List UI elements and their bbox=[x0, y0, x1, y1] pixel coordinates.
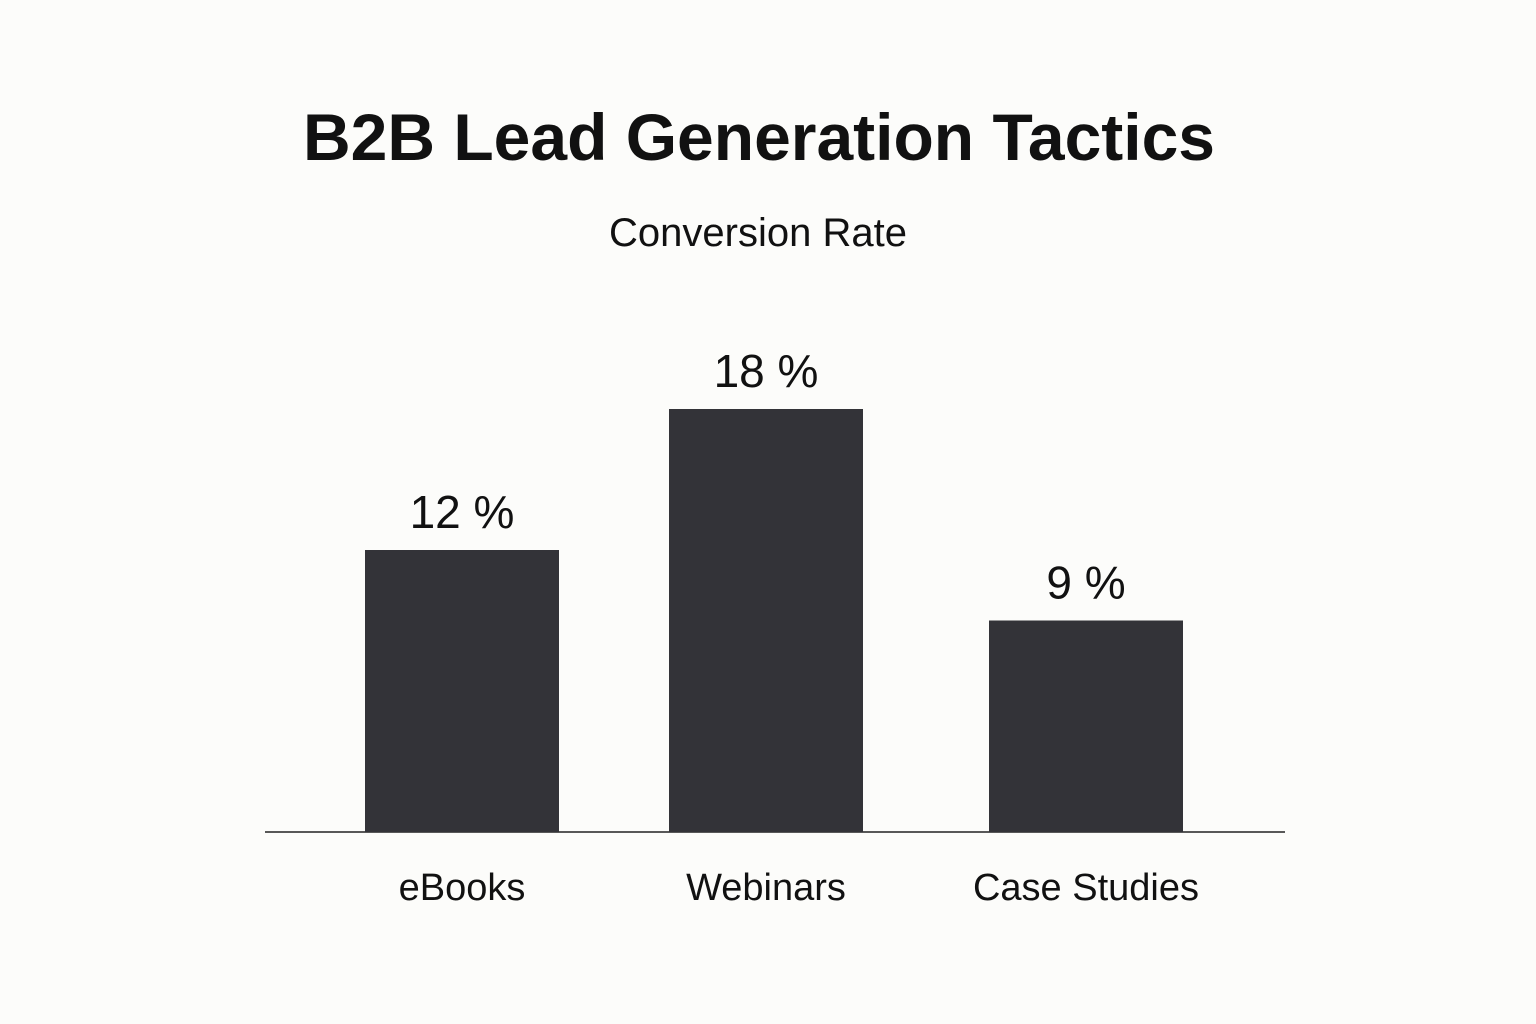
chart-title: B2B Lead Generation Tactics bbox=[302, 100, 1216, 174]
category-label-ebooks: eBooks bbox=[399, 867, 526, 909]
chart-subtitle: Conversion Rate bbox=[609, 211, 907, 255]
value-label-ebooks: 12 % bbox=[410, 486, 515, 538]
category-label-case-studies: Case Studies bbox=[973, 867, 1199, 909]
bar-webinars bbox=[669, 409, 863, 832]
bar-ebooks bbox=[365, 550, 559, 832]
bar-case-studies bbox=[989, 620, 1183, 832]
value-label-case-studies: 9 % bbox=[1046, 557, 1125, 609]
bars-group: 12 % eBooks 18 % Webinars 9 % Case Studies bbox=[365, 345, 1199, 909]
category-label-webinars: Webinars bbox=[686, 867, 846, 909]
value-label-webinars: 18 % bbox=[714, 345, 819, 397]
